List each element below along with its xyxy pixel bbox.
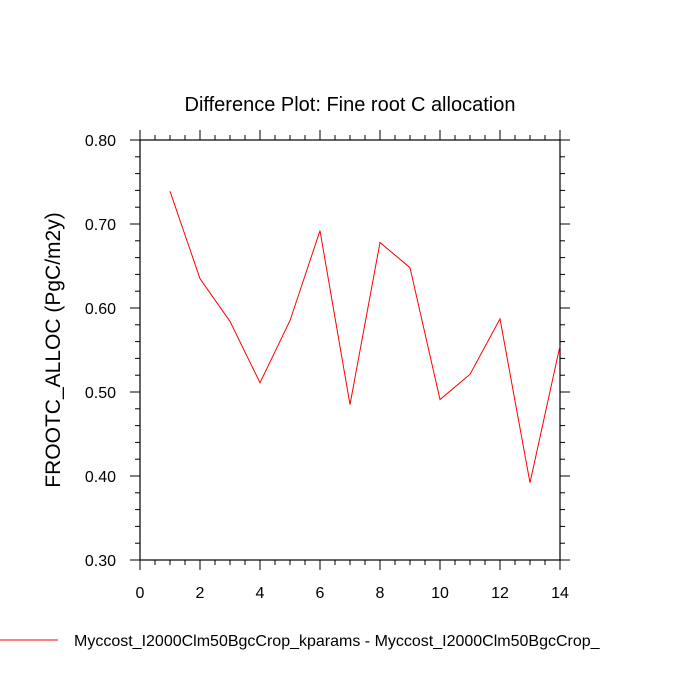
x-tick-label: 8 — [376, 585, 385, 602]
x-tick-label: 2 — [196, 585, 205, 602]
legend: Myccost_I2000Clm50BgcCrop_kparams - Mycc… — [0, 633, 601, 650]
x-tick-label: 10 — [431, 585, 449, 602]
plot-area: 0 2 4 6 8 10 12 14 0.30 0.40 0.50 0.60 0.70 0.80 — [85, 130, 570, 602]
y-tick-label: 0.70 — [85, 217, 116, 234]
x-tick-label: 12 — [491, 585, 509, 602]
y-tick-label: 0.80 — [85, 133, 116, 150]
x-tick-label: 0 — [136, 585, 145, 602]
y-axis-label: FROOTC_ALLOC (PgC/m2y) — [42, 212, 65, 487]
y-tick-label: 0.50 — [85, 385, 116, 402]
legend-label: Myccost_I2000Clm50BgcCrop_kparams - Mycc… — [74, 633, 601, 650]
x-tick-label: 4 — [256, 585, 265, 602]
x-tick-label: 14 — [551, 585, 569, 602]
y-tick-label: 0.40 — [85, 469, 116, 486]
plot-frame — [139, 139, 561, 561]
x-tick-label: 6 — [316, 585, 325, 602]
y-tick-label: 0.60 — [85, 301, 116, 318]
y-tick-label: 0.30 — [85, 553, 116, 570]
chart-title: Difference Plot: Fine root C allocation — [185, 94, 516, 116]
series-line — [169, 191, 561, 483]
